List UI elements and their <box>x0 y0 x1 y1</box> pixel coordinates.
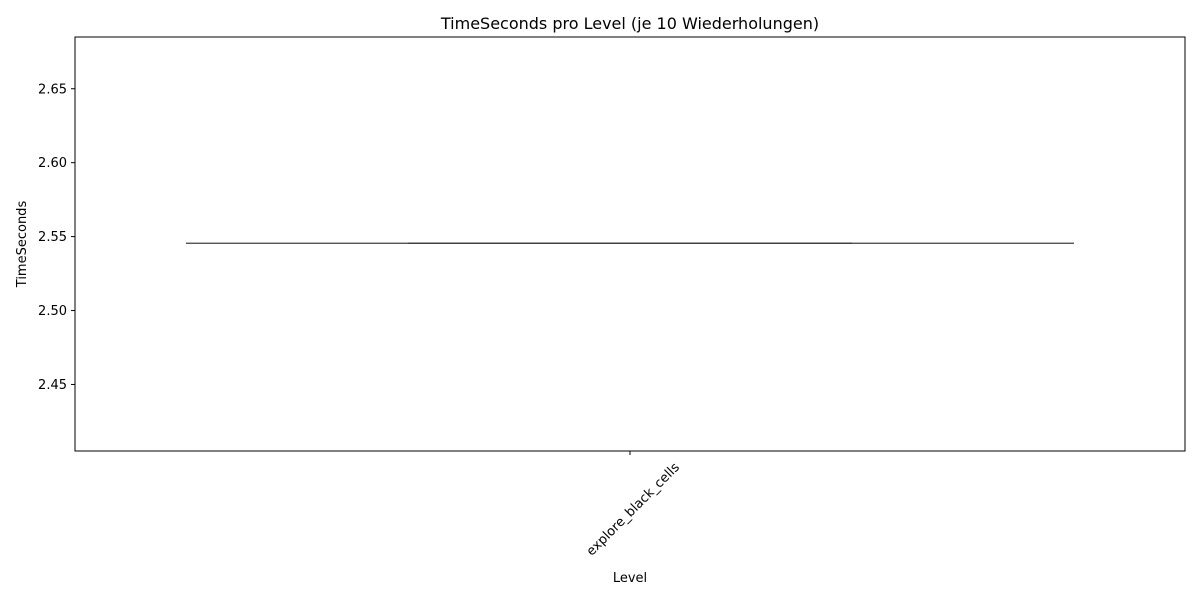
y-tick-label: 2.60 <box>38 156 67 171</box>
y-tick-label: 2.50 <box>38 304 67 319</box>
y-axis-label: TimeSeconds <box>15 201 30 289</box>
chart-title: TimeSeconds pro Level (je 10 Wiederholun… <box>440 14 819 33</box>
plot-area-frame <box>74 36 1186 452</box>
y-axis-ticks: 2.45 2.50 2.55 2.60 2.65 <box>38 82 75 393</box>
x-tick-label: explore_black_cells <box>584 460 683 559</box>
y-tick-label: 2.55 <box>38 230 67 245</box>
x-axis-label: Level <box>613 571 647 586</box>
y-tick-label: 2.45 <box>38 378 67 393</box>
x-axis-ticks: explore_black_cells <box>584 451 683 559</box>
y-tick-label: 2.65 <box>38 82 67 97</box>
